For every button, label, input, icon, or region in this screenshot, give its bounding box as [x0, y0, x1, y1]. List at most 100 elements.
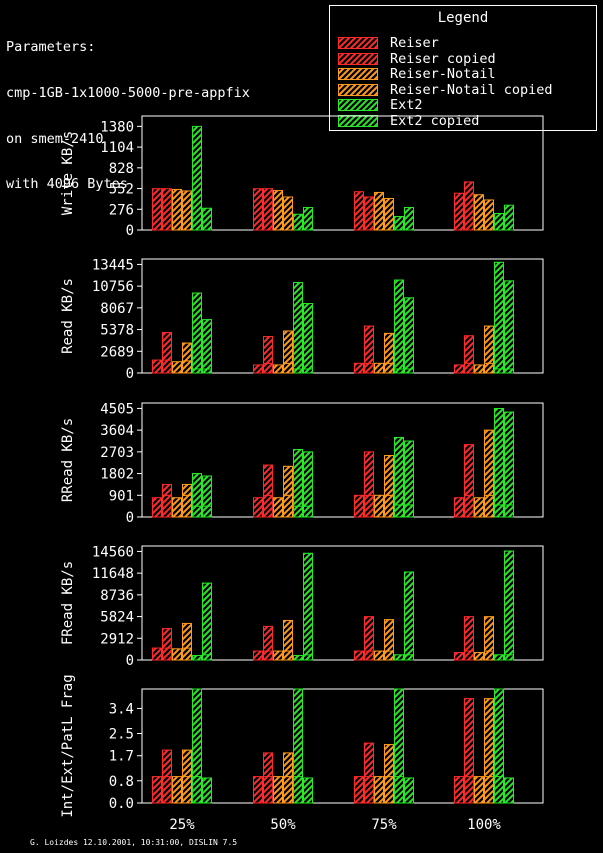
- bar: [263, 188, 273, 231]
- bar-segment: [202, 319, 212, 370]
- legend-swatch: [338, 37, 378, 49]
- legend-swatch: [338, 52, 378, 65]
- bar-segment: [192, 292, 202, 370]
- bar-segment: [162, 483, 172, 496]
- bar: [162, 647, 172, 661]
- chart-panel: 0.0 0.8 1.7 2.5 3.4 Int/Ext/PatL Frag 25% 50% 75…: [60, 674, 544, 833]
- x-tick-label: 100%: [467, 817, 501, 833]
- bar-segment: [364, 742, 374, 778]
- legend-swatch-fill: [338, 37, 378, 49]
- bar: [253, 497, 263, 518]
- bar: [283, 196, 293, 231]
- bar: [374, 650, 384, 661]
- y-tick-label: 828: [109, 161, 134, 177]
- bar: [202, 207, 212, 231]
- y-tick-label: 1380: [100, 119, 134, 135]
- bar: [202, 368, 212, 374]
- bar: [293, 776, 303, 804]
- bar: [152, 647, 162, 661]
- bar-segment: [303, 451, 313, 507]
- bar-segment: [404, 297, 414, 370]
- bar: [202, 654, 212, 661]
- bar: [182, 776, 192, 804]
- bar: [464, 776, 474, 804]
- y-tick-label: 11648: [92, 566, 134, 582]
- bar: [303, 368, 313, 374]
- chart-panel: 0 2689 5378 8067 10756 13445 Read KB/s: [60, 257, 544, 382]
- bar: [202, 777, 212, 804]
- y-tick-label: 4505: [100, 401, 134, 417]
- bar: [263, 650, 273, 661]
- bar: [364, 776, 374, 804]
- bar-segment: [293, 449, 303, 507]
- bar-segment: [263, 336, 273, 364]
- bar-segment: [263, 464, 273, 496]
- bar: [504, 368, 514, 374]
- bar: [273, 497, 283, 518]
- bar: [454, 497, 464, 518]
- bar: [293, 368, 303, 374]
- bar: [474, 652, 484, 661]
- bar: [162, 494, 172, 518]
- bar-segment: [303, 552, 313, 656]
- y-axis-label: FRead KB/s: [60, 561, 76, 645]
- legend-swatch: [338, 99, 378, 111]
- bar-segment: [162, 749, 172, 778]
- bar-segment: [364, 616, 374, 652]
- bar: [303, 777, 313, 804]
- bar-segment: [504, 550, 514, 656]
- bar-segment: [283, 752, 293, 778]
- y-tick-label: 552: [109, 182, 134, 198]
- legend-label: Reiser copied: [390, 50, 496, 67]
- bar: [192, 368, 202, 374]
- bar: [394, 654, 404, 661]
- y-tick-label: 0: [126, 653, 134, 669]
- bar-segment: [504, 280, 514, 370]
- bar: [202, 505, 212, 518]
- y-tick-label: 0: [126, 366, 134, 382]
- bar-segment: [404, 440, 414, 506]
- bar: [354, 776, 364, 804]
- bar: [182, 360, 192, 374]
- bar: [454, 192, 464, 231]
- bar-segment: [464, 444, 474, 496]
- bar-segment: [162, 628, 172, 649]
- bar-segment: [494, 261, 504, 370]
- y-tick-label: 901: [109, 488, 134, 504]
- bar: [384, 197, 394, 231]
- y-tick-label: 14560: [92, 544, 134, 560]
- bar: [484, 494, 494, 518]
- bar: [303, 505, 313, 518]
- legend-swatch: [338, 114, 378, 127]
- bar-segment: [283, 619, 293, 652]
- y-tick-label: 1802: [100, 467, 134, 483]
- bar-segment: [182, 483, 192, 496]
- bar: [494, 654, 504, 661]
- bar: [172, 776, 182, 804]
- bar-segment: [202, 582, 212, 656]
- bar: [454, 364, 464, 374]
- footer-credit: G. Loizdes 12.10.2001, 10:31:00, DISLIN …: [30, 838, 238, 847]
- plot-frame: [141, 545, 544, 661]
- bar: [364, 494, 374, 518]
- bar-segment: [464, 698, 474, 778]
- bar: [293, 213, 303, 231]
- bar: [192, 655, 202, 661]
- bar: [494, 368, 504, 374]
- bar-segment: [464, 616, 474, 652]
- bar: [192, 505, 202, 518]
- bar: [504, 777, 514, 804]
- bar: [374, 362, 384, 374]
- bar: [273, 650, 283, 661]
- bar: [494, 776, 504, 804]
- legend: Legend Reiser Reiser copied Reiser-Notai…: [329, 5, 597, 131]
- bar: [162, 188, 172, 231]
- y-tick-label: 1104: [100, 140, 134, 156]
- legend-swatch: [338, 68, 378, 80]
- bar: [484, 650, 494, 661]
- bar: [404, 777, 414, 804]
- y-tick-label: 276: [109, 202, 134, 218]
- bar-segment: [192, 473, 202, 507]
- bar-segment: [384, 744, 394, 778]
- bar-segment: [293, 282, 303, 370]
